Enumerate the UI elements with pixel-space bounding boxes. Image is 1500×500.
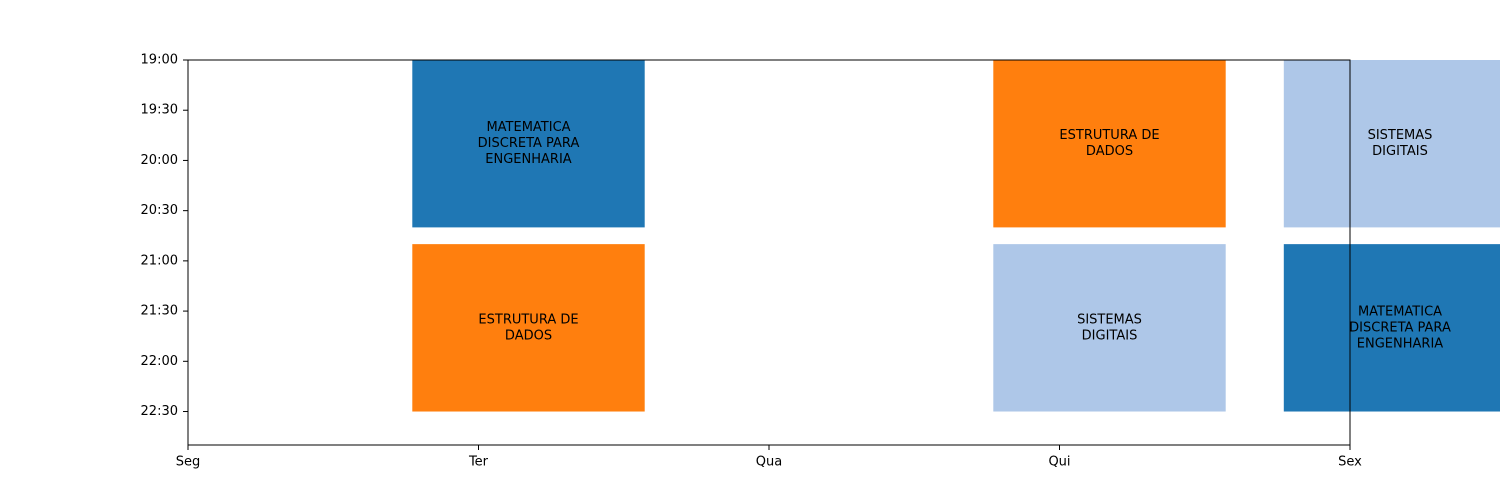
schedule-block-label: ESTRUTURA DE (478, 312, 578, 327)
schedule-block-label: ENGENHARIA (485, 152, 571, 167)
schedule-block-label: DISCRETA PARA (478, 136, 580, 151)
schedule-block-label: DIGITAIS (1082, 328, 1138, 343)
schedule-block-label: ENGENHARIA (1357, 336, 1443, 351)
y-tick-label: 20:00 (141, 153, 178, 168)
y-tick-label: 21:30 (141, 304, 178, 319)
schedule-block-label: DADOS (505, 328, 552, 343)
y-axis: 19:00 19:30 20:00 20:30 21:00 21:30 22:00 22:30 (141, 53, 188, 419)
schedule-block-rect (1283, 60, 1500, 228)
schedule-block-label: DISCRETA PARA (1349, 320, 1451, 335)
y-tick-label: 19:00 (141, 53, 178, 68)
y-tick-label: 22:30 (141, 404, 178, 419)
schedule-block-rect (412, 244, 645, 412)
x-axis: Seg Ter Qua Qui Sex (176, 445, 1362, 470)
schedule-block-label: ESTRUTURA DE (1059, 128, 1159, 143)
y-tick-label: 22:00 (141, 354, 178, 369)
x-tick-label: Qua (756, 455, 782, 470)
y-tick-label: 19:30 (141, 103, 178, 118)
schedule-block-label: DADOS (1086, 144, 1133, 159)
x-tick-label: Sex (1338, 455, 1362, 470)
y-tick-label: 21:00 (141, 253, 178, 268)
schedule-block-label: SISTEMAS (1077, 312, 1142, 327)
schedule-block-label: DIGITAIS (1372, 144, 1428, 159)
schedule-block-rect (993, 244, 1226, 412)
schedule-block-label: SISTEMAS (1368, 128, 1433, 143)
x-tick-label: Qui (1048, 455, 1070, 470)
schedule-block-label: MATEMATICA (486, 120, 570, 135)
schedule-block-rect (412, 60, 645, 228)
schedule-block-rect (1283, 244, 1500, 412)
x-tick-label: Seg (176, 455, 201, 470)
y-tick-label: 20:30 (141, 203, 178, 218)
schedule-block-label: MATEMATICA (1358, 304, 1442, 319)
x-tick-label: Ter (468, 455, 489, 470)
schedule-block-rect (993, 60, 1226, 228)
